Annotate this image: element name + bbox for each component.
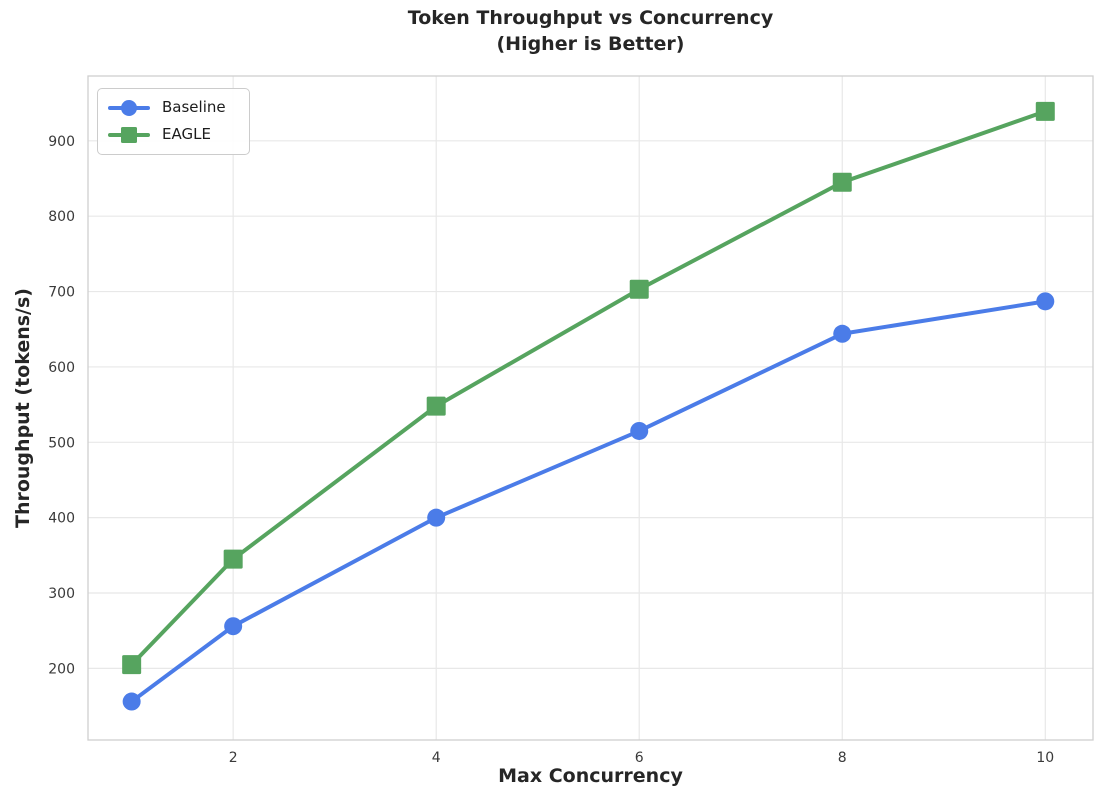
chart-title-block: Token Throughput vs Concurrency (Higher … bbox=[88, 5, 1093, 57]
y-tick-label: 600 bbox=[48, 360, 75, 376]
y-axis-label: Throughput (tokens/s) bbox=[12, 288, 34, 528]
chart-title: Token Throughput vs Concurrency bbox=[407, 7, 774, 29]
y-tick-label: 500 bbox=[48, 435, 75, 451]
x-tick-label: 2 bbox=[229, 750, 238, 766]
marker-square-eagle bbox=[832, 172, 852, 192]
legend-item-baseline: Baseline bbox=[107, 94, 241, 121]
eagle-line-square-icon bbox=[108, 126, 150, 143]
y-tick-label: 700 bbox=[48, 285, 75, 301]
x-axis-label: Max Concurrency bbox=[498, 765, 683, 787]
marker-circle-baseline bbox=[224, 617, 243, 636]
marker-circle-baseline bbox=[427, 508, 446, 527]
y-tick-label: 400 bbox=[48, 511, 75, 527]
x-tick-label: 10 bbox=[1036, 750, 1054, 766]
marker-square-eagle bbox=[122, 655, 142, 675]
y-tick-label: 900 bbox=[48, 134, 75, 150]
chart-subtitle: (Higher is Better) bbox=[496, 33, 685, 55]
legend-label-eagle: EAGLE bbox=[162, 125, 211, 143]
y-tick-label: 200 bbox=[48, 661, 75, 677]
series-line-eagle bbox=[129, 109, 1048, 667]
marker-square-eagle bbox=[223, 549, 243, 569]
x-tick-label: 4 bbox=[432, 750, 441, 766]
marker-circle-baseline bbox=[122, 692, 141, 711]
x-tick-label: 6 bbox=[635, 750, 644, 766]
legend: Baseline EAGLE bbox=[97, 88, 250, 155]
marker-circle-baseline bbox=[630, 421, 649, 440]
legend-label-baseline: Baseline bbox=[162, 98, 226, 116]
marker-square-eagle bbox=[1035, 101, 1055, 121]
marker-square-eagle bbox=[629, 279, 649, 299]
y-tick-label: 800 bbox=[48, 209, 75, 225]
marker-circle-baseline bbox=[833, 324, 852, 343]
marker-square-eagle bbox=[426, 396, 446, 416]
plot-border bbox=[87, 75, 1094, 741]
y-tick-label: 300 bbox=[48, 586, 75, 602]
series-line-baseline bbox=[129, 299, 1048, 704]
legend-item-eagle: EAGLE bbox=[107, 121, 241, 148]
x-tick-label: 8 bbox=[838, 750, 847, 766]
baseline-line-circle-icon bbox=[108, 99, 150, 116]
marker-circle-baseline bbox=[1036, 292, 1055, 311]
